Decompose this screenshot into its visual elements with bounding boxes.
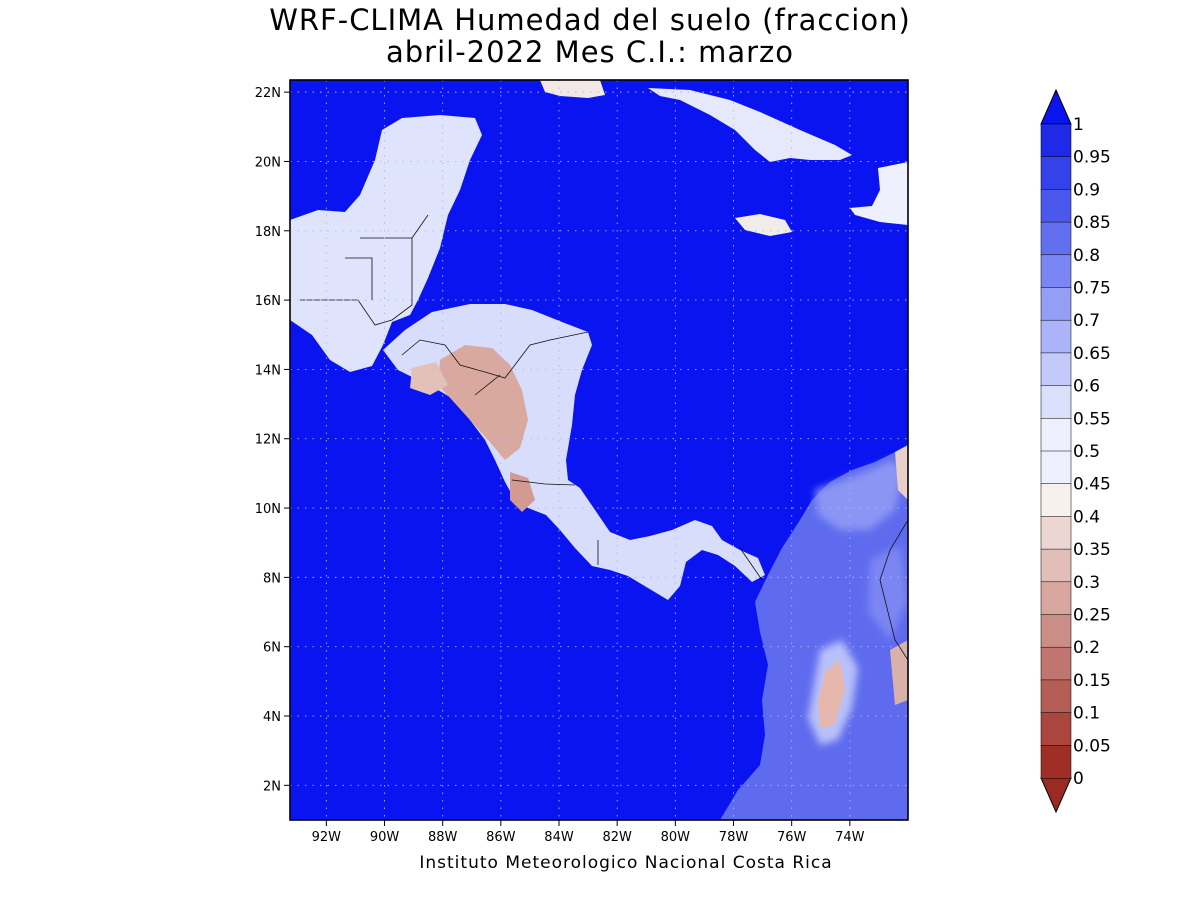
colorbar-label: 0 [1073, 769, 1084, 789]
border-guatemala-west [345, 257, 373, 300]
colorbar-label: 0.05 [1073, 736, 1111, 756]
lat-tick-label: 18N [255, 225, 281, 240]
colorbar-segment [1040, 418, 1072, 452]
longitude-axis: 92W 90W 88W 86W 84W 82W 80W 78W 76W 74W [312, 820, 865, 845]
colorbar-segment [1040, 450, 1072, 485]
colorbar-segment [1040, 189, 1072, 223]
colorbar-label: 0.3 [1073, 573, 1100, 593]
land-florida [540, 80, 605, 98]
colorbar-label: 0.45 [1073, 475, 1111, 495]
border-panama-colombia [739, 547, 763, 581]
colorbar-segment [1040, 123, 1072, 158]
border-colombia-venezuela [879, 519, 908, 661]
map-title-line2: abril-2022 Mes C.I.: marzo [385, 35, 795, 69]
land-colombia-coast-pink [895, 445, 908, 500]
land-colombia-light-north [815, 460, 905, 530]
lon-tick-label: 84W [544, 830, 574, 845]
colorbar-label: 1 [1073, 115, 1084, 135]
lon-tick-label: 78W [719, 830, 749, 845]
colorbar-label: 0.4 [1073, 507, 1100, 527]
colorbar-label: 0.5 [1073, 442, 1100, 462]
colorbar-label: 0.85 [1073, 213, 1111, 233]
lon-tick-label: 92W [312, 830, 342, 845]
colorbar: 1 0.95 0.9 0.85 0.8 0.75 0.7 0.65 0.6 0.55 0.5 0.45… [1040, 88, 1111, 814]
lon-tick-label: 90W [370, 830, 400, 845]
colorbar-label: 0.55 [1073, 409, 1111, 429]
border-belize [411, 214, 429, 239]
land-dry-highlands [410, 362, 448, 395]
lat-tick-label: 6N [263, 641, 281, 656]
lat-tick-label: 2N [263, 779, 281, 794]
land-layer [290, 80, 908, 820]
colorbar-segment [1040, 581, 1072, 616]
colorbar-segment [1040, 156, 1072, 191]
lat-tick-label: 22N [255, 86, 281, 101]
colorbar-label: 0.2 [1073, 638, 1100, 658]
gridlines [290, 80, 908, 820]
colorbar-bottom-arrow [1040, 777, 1072, 814]
colorbar-segment [1040, 319, 1072, 354]
land-colombia-east [868, 545, 908, 640]
colorbar-segment [1040, 548, 1072, 583]
colorbar-segment [1040, 712, 1072, 747]
land-dry-interior [438, 345, 528, 460]
colorbar-segment [1040, 287, 1072, 321]
lat-tick-label: 8N [263, 571, 281, 586]
land-hispaniola [850, 162, 908, 225]
colorbar-label: 0.15 [1073, 671, 1111, 691]
lon-tick-label: 74W [835, 830, 865, 845]
footer-credit: Instituto Meteorologico Nacional Costa R… [419, 853, 833, 873]
lat-tick-label: 10N [255, 502, 281, 517]
map-frame [289, 79, 909, 821]
colorbar-segment [1040, 385, 1072, 420]
land-cuba [648, 88, 852, 162]
colorbar-segment [1040, 679, 1072, 714]
colorbar-segment [1040, 614, 1072, 648]
lat-tick-label: 4N [263, 710, 281, 725]
lat-tick-label: 14N [255, 363, 281, 378]
lon-tick-label: 80W [661, 830, 691, 845]
colorbar-label: 0.7 [1073, 311, 1100, 331]
colorbar-segment [1040, 483, 1072, 518]
lat-tick-label: 12N [255, 433, 281, 448]
lon-tick-label: 86W [486, 830, 516, 845]
colorbar-segment [1040, 254, 1072, 289]
land-colombia [720, 445, 908, 820]
colorbar-label: 0.9 [1073, 180, 1100, 200]
colorbar-top-arrow [1040, 88, 1072, 125]
land-colombia-dry-strip [818, 660, 845, 728]
colorbar-label: 0.25 [1073, 606, 1111, 626]
border-nicaragua-south [511, 479, 576, 486]
lat-tick-label: 20N [255, 155, 281, 170]
colorbar-segment [1040, 516, 1072, 550]
lon-tick-label: 88W [428, 830, 458, 845]
colorbar-label: 0.8 [1073, 246, 1100, 266]
map-title-line1: WRF-CLIMA Humedad del suelo (fraccion) [269, 3, 911, 37]
border-honduras [401, 331, 589, 379]
land-venezuela-edge [890, 640, 908, 705]
colorbar-label: 0.1 [1073, 704, 1100, 724]
lon-tick-label: 76W [777, 830, 807, 845]
lat-tick-label: 16N [255, 294, 281, 309]
colorbar-label: 0.95 [1073, 148, 1111, 168]
land-mexico-guatemala [290, 115, 482, 372]
colorbar-label: 0.75 [1073, 279, 1111, 299]
colorbar-segment [1040, 646, 1072, 681]
colorbar-label: 0.6 [1073, 377, 1100, 397]
colorbar-segment [1040, 221, 1072, 256]
lon-tick-label: 82W [602, 830, 632, 845]
colorbar-segment [1040, 745, 1072, 779]
colorbar-segment [1040, 352, 1072, 387]
colorbar-label: 0.35 [1073, 540, 1111, 560]
border-nicaragua-north [474, 374, 501, 396]
latitude-axis: 2N 4N 6N 8N 10N 12N 14N 16N 18N 20N 22N [255, 86, 290, 794]
colorbar-label: 0.65 [1073, 344, 1111, 364]
